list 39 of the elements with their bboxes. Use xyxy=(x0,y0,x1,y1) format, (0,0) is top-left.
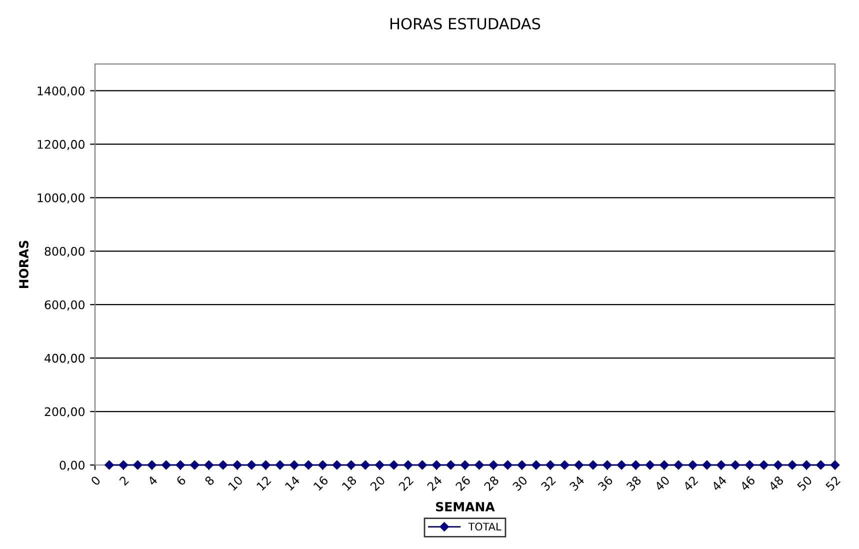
x-tick-label: 24 xyxy=(426,475,442,492)
x-tick-label: 40 xyxy=(654,475,670,492)
y-tick-label: 1400,00 xyxy=(38,86,84,97)
x-axis-title: SEMANA xyxy=(436,502,495,512)
x-tick-label: 30 xyxy=(512,475,528,492)
legend-label: TOTAL xyxy=(468,522,502,531)
x-tick-label: 6 xyxy=(176,475,186,486)
x-tick-label: 38 xyxy=(626,475,642,492)
x-tick-label: 2 xyxy=(118,476,129,486)
x-tick-label: 42 xyxy=(682,476,698,492)
y-tick-label: 1200,00 xyxy=(38,140,84,150)
chart-title: HORAS ESTUDADAS xyxy=(390,18,540,30)
x-tick-label: 34 xyxy=(569,475,585,492)
x-tick-label: 8 xyxy=(204,475,215,486)
y-tick-label: 0,00 xyxy=(60,460,84,471)
x-tick-label: 14 xyxy=(284,475,300,491)
x-tick-label: 48 xyxy=(768,475,784,492)
y-axis-title: HORAS xyxy=(19,240,28,288)
x-tick-label: 32 xyxy=(540,476,556,492)
y-tick-label: 600,00 xyxy=(44,300,84,310)
y-tick-label: 200,00 xyxy=(44,407,84,418)
x-tick-label: 4 xyxy=(147,475,158,486)
x-tick-label: 12 xyxy=(256,476,272,491)
x-tick-label: 18 xyxy=(342,475,358,491)
x-tick-label: 26 xyxy=(455,475,471,492)
y-tick-label: 1000,00 xyxy=(38,193,84,204)
x-tick-label: 16 xyxy=(313,475,329,491)
x-tick-label: 52 xyxy=(825,476,841,492)
x-tick-label: 0 xyxy=(90,475,101,486)
x-tick-label: 20 xyxy=(370,475,386,492)
y-tick-label: 800,00 xyxy=(44,246,84,257)
x-tick-label: 22 xyxy=(398,476,414,492)
x-tick-label: 50 xyxy=(796,475,812,492)
x-tick-label: 44 xyxy=(711,475,728,492)
y-tick-label: 400,00 xyxy=(44,354,84,364)
x-tick-label: 28 xyxy=(484,475,500,492)
x-tick-label: 10 xyxy=(228,475,244,491)
x-tick-label: 46 xyxy=(740,475,756,492)
x-tick-label: 36 xyxy=(597,475,614,492)
